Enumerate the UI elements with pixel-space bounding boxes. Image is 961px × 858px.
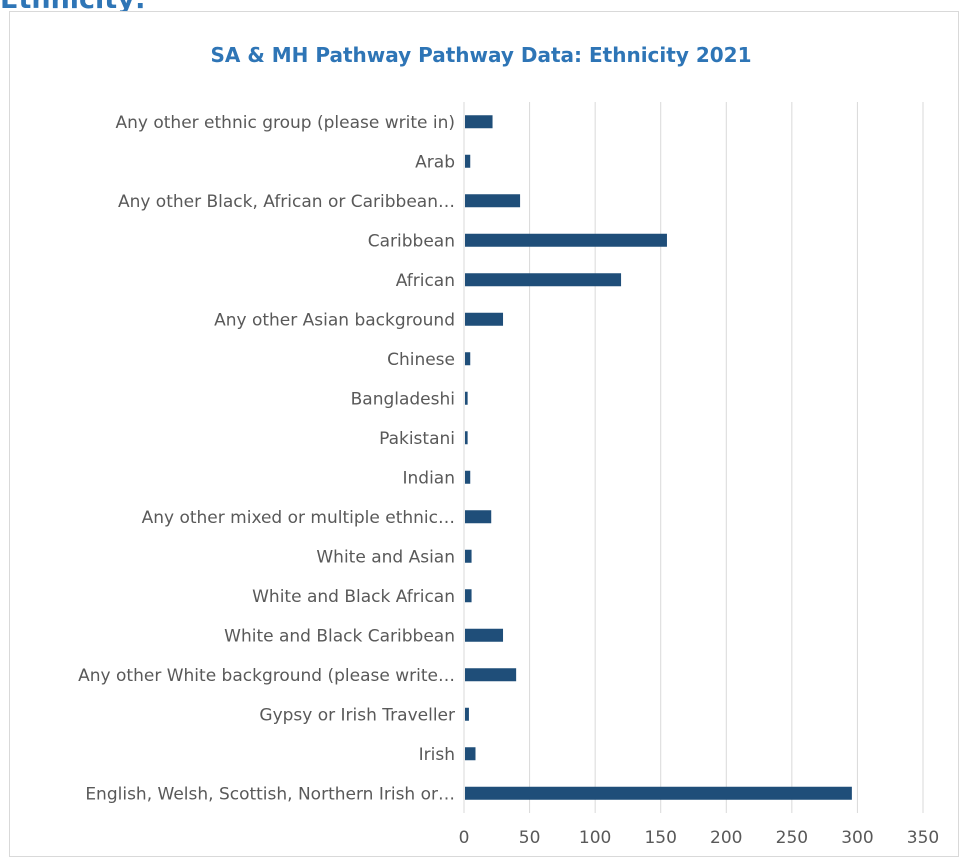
- x-tick-label: 100: [579, 828, 611, 848]
- category-label: Any other ethnic group (please write in): [115, 113, 455, 133]
- bar: [465, 115, 493, 129]
- bar: [465, 668, 517, 682]
- category-label: Any other Asian background: [214, 310, 455, 330]
- bar: [465, 549, 472, 563]
- category-label: Chinese: [387, 350, 455, 370]
- chart-title: SA & MH Pathway Pathway Data: Ethnicity …: [210, 43, 751, 67]
- category-label: Caribbean: [368, 231, 455, 251]
- x-tick-label: 150: [644, 828, 676, 848]
- x-tick-label: 250: [776, 828, 808, 848]
- x-tick-label: 200: [710, 828, 742, 848]
- category-label: African: [396, 271, 455, 291]
- category-label: Any other Black, African or Caribbean…: [118, 192, 455, 212]
- bar-chart: SA & MH Pathway Pathway Data: Ethnicity …: [78, 43, 940, 848]
- bar: [465, 747, 476, 761]
- x-axis-tick-labels: 0 50 100 150 200 250 300 350: [459, 828, 940, 848]
- chart-frame: SA & MH Pathway Pathway Data: Ethnicity …: [9, 11, 959, 857]
- bar: [465, 312, 504, 326]
- x-tick-label: 300: [841, 828, 873, 848]
- category-label: White and Black Caribbean: [224, 626, 455, 646]
- bar: [465, 589, 472, 603]
- category-label: White and Black African: [252, 587, 455, 607]
- category-label: Bangladeshi: [351, 389, 455, 409]
- category-label: Irish: [419, 745, 455, 765]
- x-tick-label: 350: [907, 828, 939, 848]
- bar: [465, 352, 471, 366]
- category-label: English, Welsh, Scottish, Northern Irish…: [85, 784, 455, 804]
- category-labels: Any other ethnic group (please write in)…: [78, 113, 455, 805]
- bar: [465, 273, 622, 287]
- bar: [465, 154, 471, 168]
- category-label: Arab: [415, 152, 455, 172]
- bar: [465, 707, 469, 721]
- category-label: Any other White background (please write…: [78, 666, 455, 686]
- bar: [465, 510, 492, 524]
- bar: [465, 431, 468, 445]
- bar: [465, 628, 504, 642]
- category-label: Pakistani: [379, 429, 455, 449]
- bar: [465, 786, 852, 800]
- category-label: Gypsy or Irish Traveller: [259, 705, 455, 725]
- category-label: Indian: [403, 468, 456, 488]
- x-tick-label: 0: [459, 828, 470, 848]
- bar: [465, 391, 468, 405]
- bar: [465, 194, 521, 208]
- bars: [465, 115, 852, 800]
- category-label: Any other mixed or multiple ethnic…: [142, 508, 455, 528]
- bar: [465, 470, 471, 484]
- x-tick-label: 50: [519, 828, 541, 848]
- gridlines: [529, 102, 924, 813]
- bar: [465, 233, 667, 247]
- category-label: White and Asian: [316, 547, 455, 567]
